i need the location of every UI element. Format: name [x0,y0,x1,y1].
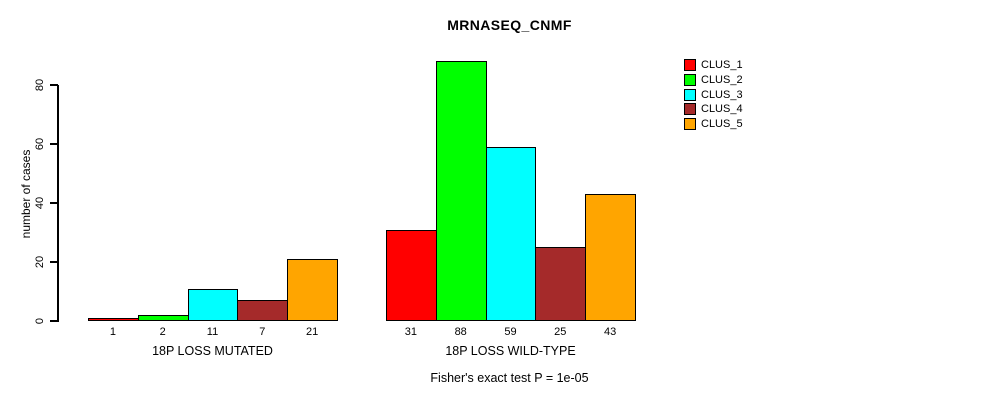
bar-value-label: 43 [603,326,617,338]
bar-clus_3 [187,289,239,321]
y-axis-line [57,85,59,322]
legend-label: CLUS_2 [701,74,743,87]
bar-value-label: 1 [109,326,116,338]
legend-item: CLUS_3 [684,87,743,102]
legend-label: CLUS_1 [701,59,743,72]
legend-item: CLUS_5 [684,117,743,132]
bar-value-label: 11 [206,326,219,338]
bar-clus_4 [535,247,587,321]
bar-value-label: 21 [305,326,319,338]
y-tick-label: 0 [34,317,46,325]
legend-item: CLUS_1 [684,58,743,73]
legend-item: CLUS_2 [684,73,743,88]
legend-label: CLUS_5 [701,118,743,131]
legend-swatch [684,118,696,131]
legend-label: CLUS_3 [701,88,743,101]
legend-swatch [684,59,696,72]
bar-clus_4 [237,300,289,321]
y-tick-label: 60 [34,137,46,151]
bar-clus_5 [585,194,636,321]
bar-value-label: 25 [554,326,567,338]
group-label: 18P LOSS WILD-TYPE [445,344,576,358]
y-tick [50,320,58,322]
y-axis-label: number of cases [19,149,33,239]
y-tick-label: 80 [34,78,46,92]
legend-item: CLUS_4 [684,102,743,117]
legend-swatch [684,103,696,116]
chart-title: MRNASEQ_CNMF [447,17,572,33]
y-tick [50,84,58,86]
bar-clus_3 [485,147,537,321]
bar-clus_2 [435,61,487,321]
legend-label: CLUS_4 [701,103,743,116]
bar-clus_1 [88,318,139,321]
bar-value-label: 7 [259,326,266,338]
bar-value-label: 59 [504,326,517,338]
y-tick [50,202,58,204]
bar-clus_1 [386,230,437,321]
legend: CLUS_1 CLUS_2 CLUS_3 CLUS_4 CLUS_5 [684,58,743,131]
bar-clus_2 [137,315,189,321]
legend-swatch [684,74,696,87]
y-tick [50,143,58,145]
bar-value-label: 2 [159,326,166,338]
y-tick [50,261,58,263]
bar-value-label: 31 [404,326,418,338]
bar-clus_5 [287,259,338,321]
bar-value-label: 88 [454,326,467,338]
footnote: Fisher's exact test P = 1e-05 [430,371,589,385]
y-tick-label: 40 [34,196,46,210]
legend-swatch [684,88,696,101]
group-label: 18P LOSS MUTATED [152,344,273,358]
y-tick-label: 20 [34,255,46,269]
